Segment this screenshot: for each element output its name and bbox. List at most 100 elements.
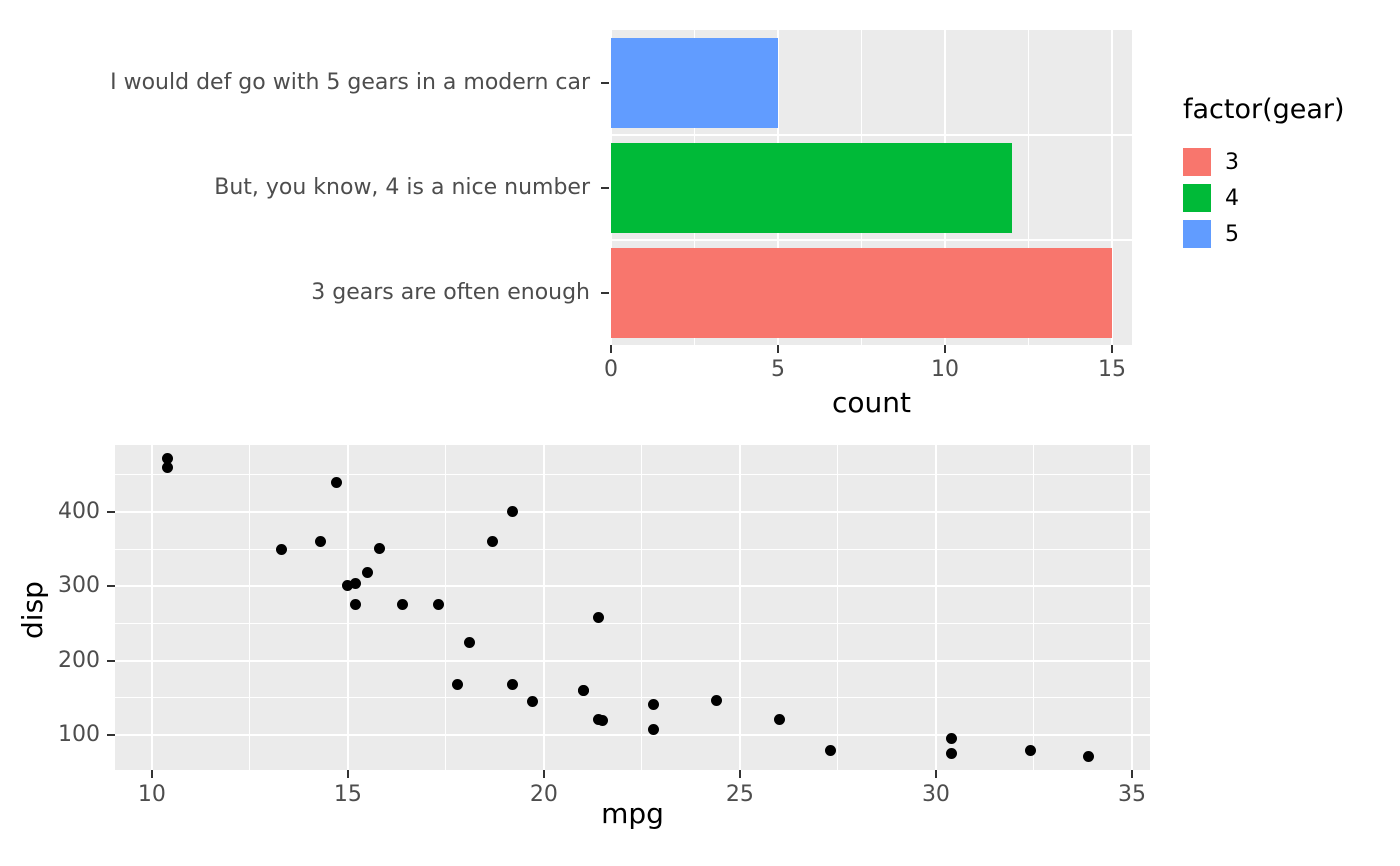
x-tick-mark bbox=[610, 345, 612, 353]
bar-chart-panel bbox=[611, 30, 1132, 345]
x-tick-label: 0 bbox=[604, 357, 618, 382]
scatter-point bbox=[946, 733, 958, 745]
major-gridline bbox=[542, 445, 545, 770]
x-tick-mark bbox=[776, 345, 779, 353]
major-gridline bbox=[115, 659, 1150, 662]
scatter-point bbox=[162, 461, 174, 473]
scatter-point bbox=[577, 684, 589, 696]
x-tick-mark bbox=[943, 345, 946, 353]
scatter-y-axis-title: disp bbox=[16, 581, 49, 639]
x-tick-mark bbox=[346, 770, 349, 778]
scatter-point bbox=[507, 679, 519, 691]
y-tick-mark bbox=[107, 734, 115, 737]
scatter-point bbox=[452, 679, 464, 691]
scatter-point bbox=[330, 476, 342, 488]
minor-gridline bbox=[837, 445, 839, 770]
x-tick-label: 15 bbox=[333, 782, 362, 807]
bar bbox=[611, 142, 1012, 233]
major-gridline bbox=[115, 510, 1150, 513]
x-tick-label: 20 bbox=[529, 782, 558, 807]
scatter-point bbox=[824, 745, 836, 757]
y-tick-mark bbox=[601, 291, 609, 294]
scatter-point bbox=[432, 598, 444, 610]
scatter-x-axis-title: mpg bbox=[601, 797, 664, 830]
scatter-point bbox=[773, 714, 785, 726]
y-tick-mark bbox=[107, 659, 115, 662]
y-axis-category-label: But, you know, 4 is a nice number bbox=[214, 174, 590, 200]
scatter-point bbox=[487, 536, 499, 548]
legend-label: 5 bbox=[1225, 222, 1239, 247]
scatter-point bbox=[162, 452, 174, 464]
x-tick-label: 10 bbox=[930, 357, 959, 382]
scatter-point bbox=[1083, 751, 1095, 763]
scatter-point bbox=[710, 694, 722, 706]
minor-gridline bbox=[115, 548, 1150, 550]
major-gridline bbox=[150, 445, 153, 770]
scatter-point bbox=[946, 747, 958, 759]
bar-x-axis-title: count bbox=[832, 386, 911, 419]
scatter-point bbox=[593, 713, 605, 725]
scatter-point bbox=[648, 723, 660, 735]
x-tick-label: 30 bbox=[921, 782, 950, 807]
scatter-point bbox=[314, 536, 326, 548]
legend-title: factor(gear) bbox=[1183, 94, 1345, 125]
y-tick-mark bbox=[601, 186, 609, 189]
major-gridline bbox=[115, 734, 1150, 737]
major-gridline bbox=[115, 585, 1150, 588]
x-tick-mark bbox=[1110, 345, 1113, 353]
scatter-point bbox=[648, 699, 660, 711]
major-gridline bbox=[346, 445, 349, 770]
legend-label: 3 bbox=[1225, 150, 1239, 175]
minor-gridline bbox=[249, 445, 251, 770]
major-gridline bbox=[1110, 30, 1113, 345]
x-tick-mark bbox=[738, 770, 741, 778]
scatter-point bbox=[526, 696, 538, 708]
scatter-point bbox=[593, 612, 605, 624]
scatter-point bbox=[275, 543, 287, 555]
x-tick-label: 15 bbox=[1097, 357, 1126, 382]
y-tick-mark bbox=[107, 510, 115, 513]
scatter-point bbox=[463, 636, 475, 648]
scatter-point bbox=[361, 567, 373, 579]
scatter-point bbox=[350, 577, 362, 589]
legend-key bbox=[1183, 220, 1211, 248]
minor-gridline bbox=[1033, 445, 1035, 770]
legend-key bbox=[1183, 148, 1211, 176]
x-tick-mark bbox=[542, 770, 545, 778]
major-gridline bbox=[934, 445, 937, 770]
y-axis-category-label: 3 gears are often enough bbox=[311, 279, 590, 305]
scatter-point bbox=[1024, 745, 1036, 757]
scatter-point bbox=[342, 580, 354, 592]
bar bbox=[611, 247, 1112, 338]
x-tick-label: 5 bbox=[770, 357, 785, 382]
scatter-point bbox=[373, 542, 385, 554]
y-tick-label: 100 bbox=[58, 722, 100, 748]
x-tick-label: 10 bbox=[137, 782, 166, 807]
y-tick-label: 400 bbox=[58, 498, 100, 524]
major-gridline bbox=[738, 445, 741, 770]
scatter-point bbox=[350, 598, 362, 610]
y-tick-mark bbox=[601, 81, 609, 84]
scatter-point bbox=[397, 598, 409, 610]
minor-gridline bbox=[115, 474, 1150, 476]
legend-label: 4 bbox=[1225, 186, 1239, 211]
bar bbox=[611, 37, 778, 128]
major-gridline bbox=[611, 239, 1132, 241]
minor-gridline bbox=[115, 622, 1150, 624]
x-tick-mark bbox=[934, 770, 937, 778]
minor-gridline bbox=[641, 445, 643, 770]
minor-gridline bbox=[445, 445, 447, 770]
x-tick-mark bbox=[150, 770, 153, 778]
minor-gridline bbox=[1027, 30, 1029, 345]
minor-gridline bbox=[115, 697, 1150, 699]
major-gridline bbox=[1130, 445, 1133, 770]
y-tick-mark bbox=[107, 585, 115, 588]
major-gridline bbox=[611, 134, 1132, 136]
x-tick-label: 35 bbox=[1117, 782, 1146, 807]
x-tick-label: 25 bbox=[725, 782, 754, 807]
y-axis-category-label: I would def go with 5 gears in a modern … bbox=[110, 69, 590, 95]
legend-key bbox=[1183, 184, 1211, 212]
y-tick-label: 300 bbox=[58, 573, 100, 599]
x-tick-mark bbox=[1130, 770, 1133, 778]
